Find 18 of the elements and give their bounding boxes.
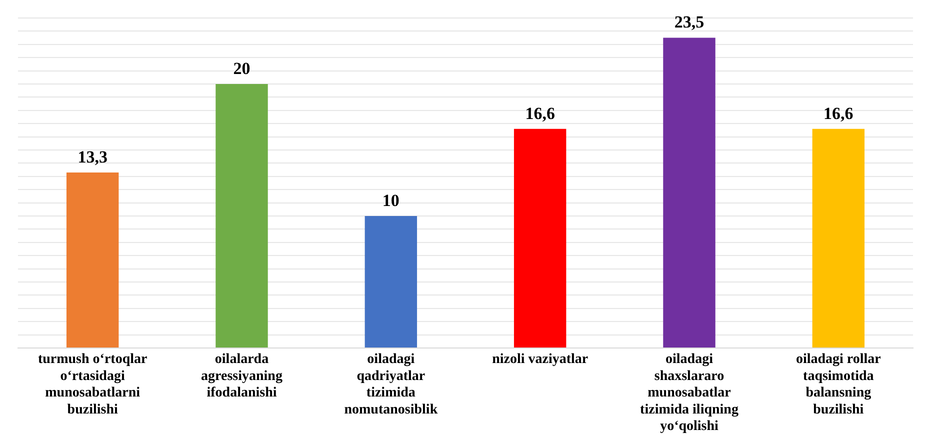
- bar: [216, 84, 268, 348]
- data-label: 10: [382, 190, 400, 210]
- data-label: 20: [233, 58, 250, 78]
- bar: [66, 172, 119, 348]
- x-tick-label: turmush o‘rtoqlar o‘rtasidagi munosabatlarni buzilishi: [38, 352, 148, 418]
- x-tick-label: oiladagi rollar taqsimotida balansning buzilishi: [796, 352, 881, 418]
- data-label: 16,6: [824, 104, 854, 123]
- x-tick-label: oiladagi qadriyatlar tizimida nomutanosiblik: [344, 352, 438, 418]
- x-tick-label: nizoli vaziyatlar: [492, 352, 588, 368]
- data-label: 13,3: [78, 147, 108, 166]
- bar: [663, 38, 716, 348]
- bar: [812, 128, 865, 348]
- data-label: 23,5: [674, 12, 704, 32]
- data-label: 16,6: [525, 104, 555, 123]
- x-tick-label: oilalarda agressiyaning ifodalanishi: [201, 352, 282, 401]
- x-tick-label: oiladagi shaxslararo munosabatlar tizimida iliqning yo‘qolishi: [640, 352, 738, 434]
- bar: [364, 216, 418, 348]
- bar: [514, 128, 566, 348]
